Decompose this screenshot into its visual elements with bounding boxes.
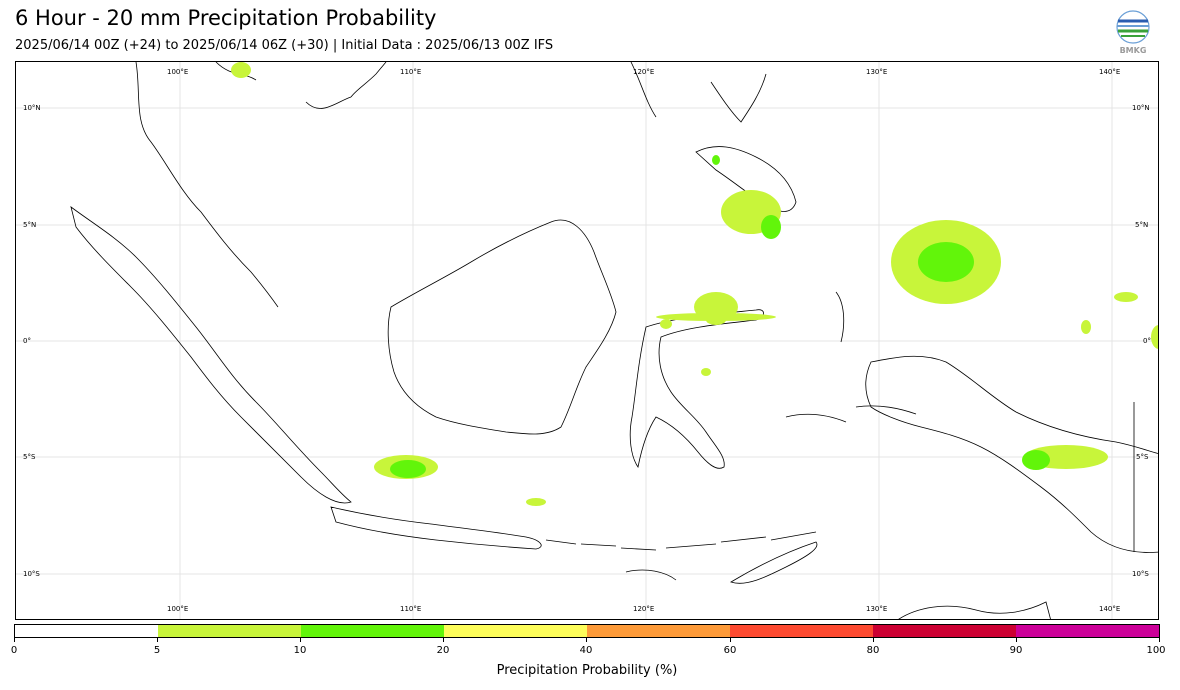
colorbar-tick [1159, 638, 1160, 642]
precipitation-map: 100°E 110°E 120°E 130°E 140°E 100°E 110°… [15, 61, 1159, 620]
coastline-mainland [135, 62, 387, 308]
colorbar-tick-label: 10 [293, 645, 307, 656]
colorbar-segment [1016, 625, 1159, 637]
lon-label-bottom: 120°E [633, 605, 655, 613]
lat-label-left: 10°N [23, 104, 41, 112]
lat-label-right: 5°S [1136, 453, 1149, 461]
lat-label-right: 10°N [1132, 104, 1150, 112]
lat-label-right: 5°N [1135, 221, 1149, 229]
lat-label-left: 0° [23, 337, 31, 345]
chart-title: 6 Hour - 20 mm Precipitation Probability [15, 6, 437, 30]
colorbar-segment [301, 625, 444, 637]
colorbar-tick [730, 638, 731, 642]
lon-label-top: 130°E [866, 68, 888, 76]
lon-label-top: 110°E [400, 68, 422, 76]
lon-label-top: 100°E [167, 68, 189, 76]
colorbar-segment [873, 625, 1016, 637]
coastline-australia [898, 601, 1051, 619]
coastline-philippines [630, 62, 797, 212]
colorbar-segment [587, 625, 730, 637]
bmkg-logo: BMKG [1114, 10, 1152, 56]
lat-label-right: 10°S [1132, 570, 1149, 578]
coastline-timor [730, 541, 818, 584]
lat-label-right: 0° [1143, 337, 1151, 345]
colorbar-segment [730, 625, 873, 637]
coastline-new-guinea [865, 355, 1158, 553]
colorbar-tick [14, 638, 15, 642]
coastline-lesser-sundas [545, 531, 817, 581]
colorbar-tick-label: 5 [153, 645, 161, 656]
colorbar-tick-label: 60 [723, 645, 737, 656]
colorbar-tick [1016, 638, 1017, 642]
lon-label-bottom: 140°E [1099, 605, 1121, 613]
lat-label-left: 10°S [23, 570, 40, 578]
chart-subtitle: 2025/06/14 00Z (+24) to 2025/06/14 06Z (… [15, 38, 554, 53]
logo-text: BMKG [1120, 46, 1147, 55]
colorbar-segment [158, 625, 301, 637]
colorbar-tick [443, 638, 444, 642]
colorbar-tick-label: 20 [436, 645, 450, 656]
lon-label-bottom: 110°E [400, 605, 422, 613]
coastline-maluku [785, 291, 917, 423]
lon-label-bottom: 130°E [866, 605, 888, 613]
lon-label-bottom: 100°E [167, 605, 189, 613]
coastline-borneo [387, 219, 617, 435]
map-gridlines [16, 62, 1158, 619]
colorbar-tick [586, 638, 587, 642]
colorbar-segment [444, 625, 587, 637]
lon-label-top: 120°E [633, 68, 655, 76]
lat-label-left: 5°N [23, 221, 37, 229]
colorbar [14, 624, 1160, 638]
colorbar-title: Precipitation Probability (%) [496, 663, 678, 678]
colorbar-tick-label: 100 [1146, 645, 1166, 656]
coastline-sumatra [70, 206, 352, 504]
map-canvas [16, 62, 1158, 619]
precip-patches [231, 62, 1158, 506]
coastline-java [330, 506, 542, 550]
colorbar-tick [873, 638, 874, 642]
colorbar-tick-label: 80 [866, 645, 880, 656]
lon-label-top: 140°E [1099, 68, 1121, 76]
colorbar-tick [300, 638, 301, 642]
colorbar-tick [157, 638, 158, 642]
colorbar-tick-label: 40 [579, 645, 593, 656]
lat-label-left: 5°S [23, 453, 36, 461]
colorbar-segment [15, 625, 158, 637]
coastline-sulawesi [629, 309, 764, 469]
colorbar-tick-label: 0 [10, 645, 18, 656]
colorbar-tick-label: 90 [1009, 645, 1023, 656]
